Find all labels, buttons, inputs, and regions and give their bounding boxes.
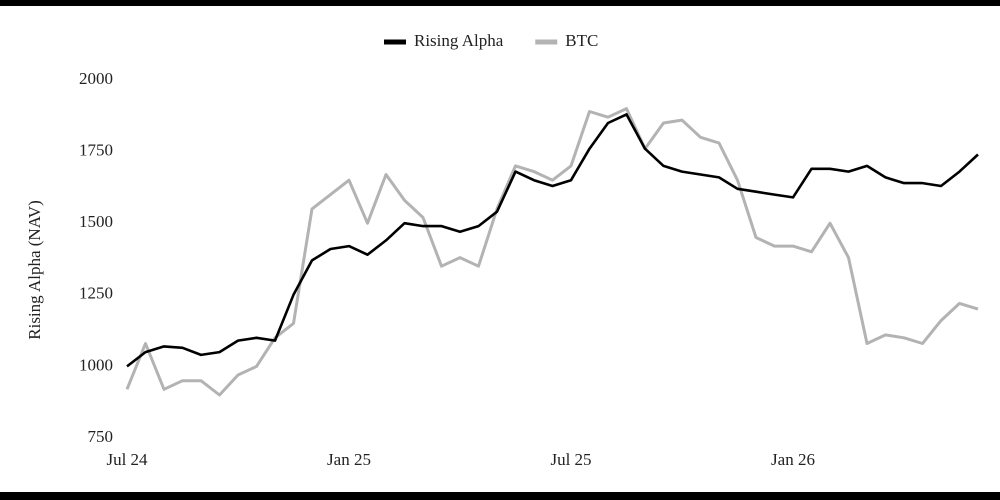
series-line — [125, 107, 979, 397]
legend-label: Rising Alpha — [414, 31, 504, 50]
bottom-bar — [0, 492, 1000, 500]
series-line — [126, 113, 979, 368]
x-tick-label: Jan 25 — [327, 450, 371, 469]
y-tick-label: 1750 — [79, 141, 113, 160]
top-bar — [0, 0, 1000, 6]
y-axis-label: Rising Alpha (NAV) — [25, 200, 44, 339]
x-tick-label: Jul 25 — [550, 450, 591, 469]
y-tick-label: 1000 — [79, 355, 113, 374]
legend-label: BTC — [565, 31, 598, 50]
y-tick-label: 1500 — [79, 212, 113, 231]
x-tick-label: Jan 26 — [771, 450, 815, 469]
y-tick-label: 750 — [88, 427, 114, 446]
y-tick-label: 2000 — [79, 69, 113, 88]
y-tick-label: 1250 — [79, 284, 113, 303]
x-tick-label: Jul 24 — [106, 450, 148, 469]
